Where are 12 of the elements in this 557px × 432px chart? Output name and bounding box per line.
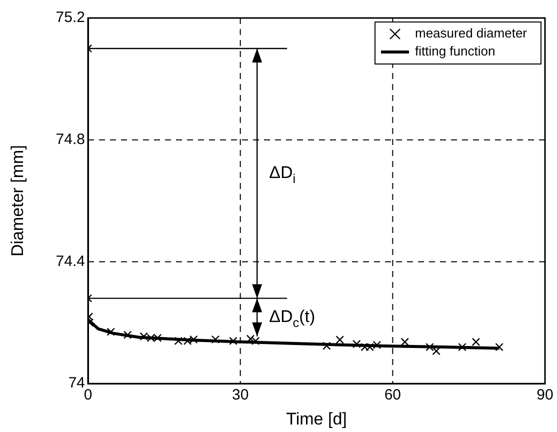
y-tick-label: 74.8 — [56, 131, 85, 148]
x-tick-label: 0 — [84, 386, 92, 404]
legend-label: fitting function — [415, 44, 496, 59]
x-tick-label: 90 — [536, 386, 554, 404]
y-tick-label: 75.2 — [56, 9, 85, 26]
legend-label: measured diameter — [415, 26, 528, 41]
y-axis-title: Diameter [mm] — [8, 145, 27, 257]
x-tick-label: 60 — [384, 386, 402, 404]
x-axis-title: Time [d] — [286, 409, 347, 428]
y-tick-label: 74 — [68, 374, 85, 392]
y-tick-label: 74.4 — [56, 252, 85, 270]
x-tick-label: 30 — [232, 386, 249, 404]
